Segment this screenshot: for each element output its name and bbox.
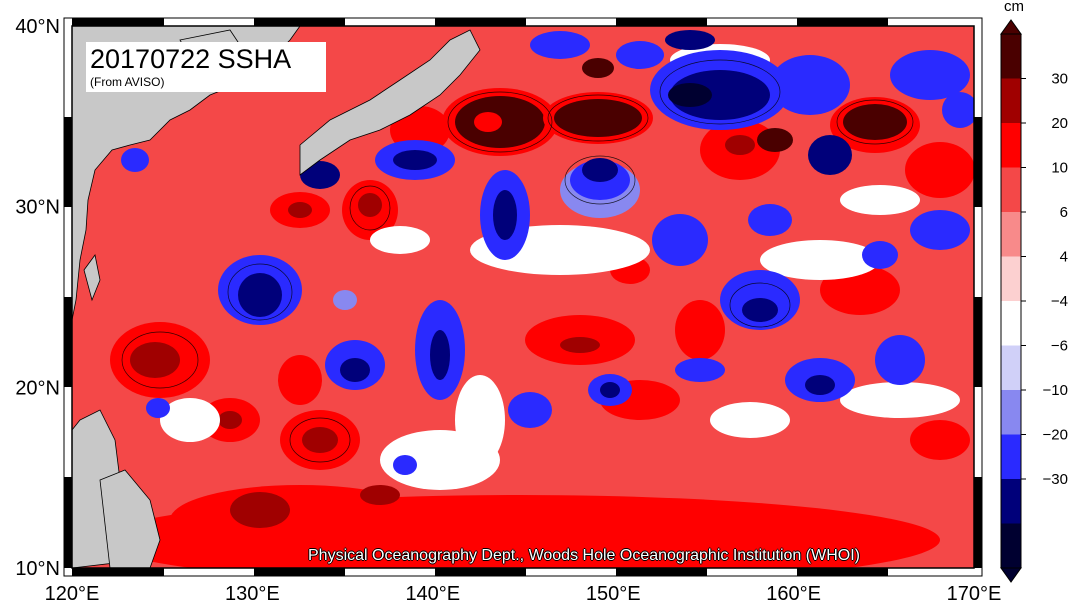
colorbar-label: −20 (1043, 427, 1068, 444)
colorbar: 30 20 10 6 4 −4 −6 −10 −20 −30 (1000, 19, 1068, 583)
y-tick-label: 40°N (15, 16, 60, 38)
y-tick-label: 10°N (15, 558, 60, 580)
credit-text: Physical Oceanography Dept., Woods Hole … (308, 547, 860, 564)
x-tick-label: 140°E (405, 583, 460, 605)
colorbar-label: 6 (1060, 204, 1068, 221)
colorbar-swatch (1001, 345, 1021, 391)
map-border (63, 17, 983, 577)
colorbar-label: 30 (1051, 71, 1068, 88)
map-title: 20170722 SSHA (90, 44, 292, 74)
colorbar-swatch (1001, 434, 1021, 480)
colorbar-swatch (1001, 123, 1021, 168)
colorbar-swatch (1001, 479, 1021, 524)
title-box (86, 42, 326, 92)
contour-lines (121, 59, 914, 463)
colorbar-label: 10 (1051, 160, 1068, 177)
x-tick-label: 170°E (947, 583, 1002, 605)
colorbar-swatch (1001, 78, 1021, 124)
colorbar-bottom-arrow (1000, 567, 1022, 583)
colorbar-swatch (1001, 301, 1021, 346)
map-subtitle: (From AVISO) (90, 75, 165, 89)
colorbar-swatch (1001, 212, 1021, 257)
x-tick-label: 120°E (45, 583, 100, 605)
y-tick-label: 20°N (15, 377, 60, 399)
colorbar-unit: cm (1004, 0, 1024, 15)
y-axis-ticks: 40°N 30°N 20°N 10°N (15, 16, 60, 580)
colorbar-top-arrow (1000, 19, 1022, 35)
colorbar-swatch (1001, 34, 1021, 79)
colorbar-label: −4 (1051, 293, 1068, 310)
colorbar-label: −6 (1051, 338, 1068, 355)
colorbar-label: 4 (1060, 249, 1068, 266)
colorbar-swatch (1001, 390, 1021, 435)
colorbar-swatch (1001, 256, 1021, 302)
anomaly-blobs (100, 30, 974, 568)
colorbar-label: −30 (1043, 471, 1068, 488)
x-axis-ticks: 120°E 130°E 140°E 150°E 160°E 170°E (45, 583, 1002, 605)
x-tick-label: 130°E (225, 583, 280, 605)
colorbar-swatch (1001, 523, 1021, 569)
colorbar-label: −10 (1043, 382, 1068, 399)
x-tick-label: 150°E (586, 583, 641, 605)
colorbar-label: 20 (1051, 115, 1068, 132)
y-tick-label: 30°N (15, 197, 60, 219)
colorbar-swatch (1001, 167, 1021, 213)
x-tick-label: 160°E (766, 583, 821, 605)
